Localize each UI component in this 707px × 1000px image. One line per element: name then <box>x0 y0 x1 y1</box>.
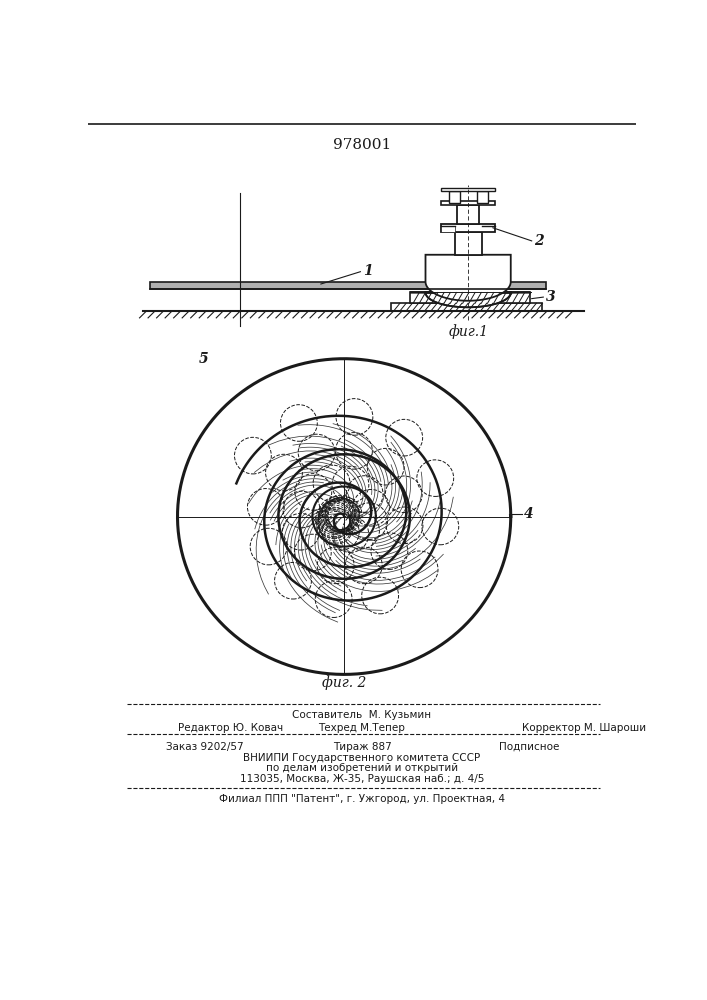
Polygon shape <box>441 224 495 232</box>
Polygon shape <box>410 292 530 307</box>
Text: 4: 4 <box>524 507 534 521</box>
Text: Тираж 887: Тираж 887 <box>332 742 392 752</box>
Polygon shape <box>410 292 530 303</box>
Text: 978001: 978001 <box>333 138 391 152</box>
Polygon shape <box>455 232 481 255</box>
Polygon shape <box>477 191 488 203</box>
Polygon shape <box>441 201 495 205</box>
Text: Подписное: Подписное <box>499 742 559 752</box>
Text: Составитель  М. Кузьмин: Составитель М. Кузьмин <box>293 710 431 720</box>
Text: ВНИИПИ Государственного комитета СССР: ВНИИПИ Государственного комитета СССР <box>243 753 481 763</box>
Text: по делам изобретений и открытий: по делам изобретений и открытий <box>266 763 458 773</box>
Polygon shape <box>449 191 460 203</box>
Polygon shape <box>457 205 479 224</box>
Text: Техред М.Тепер: Техред М.Тепер <box>319 723 405 733</box>
Polygon shape <box>151 282 546 289</box>
Polygon shape <box>441 188 495 191</box>
Text: 3: 3 <box>546 290 555 304</box>
Text: 2: 2 <box>534 234 544 248</box>
Text: Филиал ППП "Патент", г. Ужгород, ул. Проектная, 4: Филиал ППП "Патент", г. Ужгород, ул. Про… <box>219 794 505 804</box>
Polygon shape <box>391 303 542 311</box>
Text: Корректор М. Шароши: Корректор М. Шароши <box>522 723 646 733</box>
Text: 5: 5 <box>198 352 208 366</box>
Text: фиг.1: фиг.1 <box>448 324 488 339</box>
Text: Заказ 9202/57: Заказ 9202/57 <box>166 742 243 752</box>
Polygon shape <box>426 255 510 301</box>
Text: 1: 1 <box>363 264 373 278</box>
Text: 113035, Москва, Ж-35, Раушская наб.; д. 4/5: 113035, Москва, Ж-35, Раушская наб.; д. … <box>240 774 484 784</box>
Text: Редактор Ю. Ковач: Редактор Ю. Ковач <box>177 723 283 733</box>
Text: фиг. 2: фиг. 2 <box>322 675 366 690</box>
Polygon shape <box>441 226 455 232</box>
